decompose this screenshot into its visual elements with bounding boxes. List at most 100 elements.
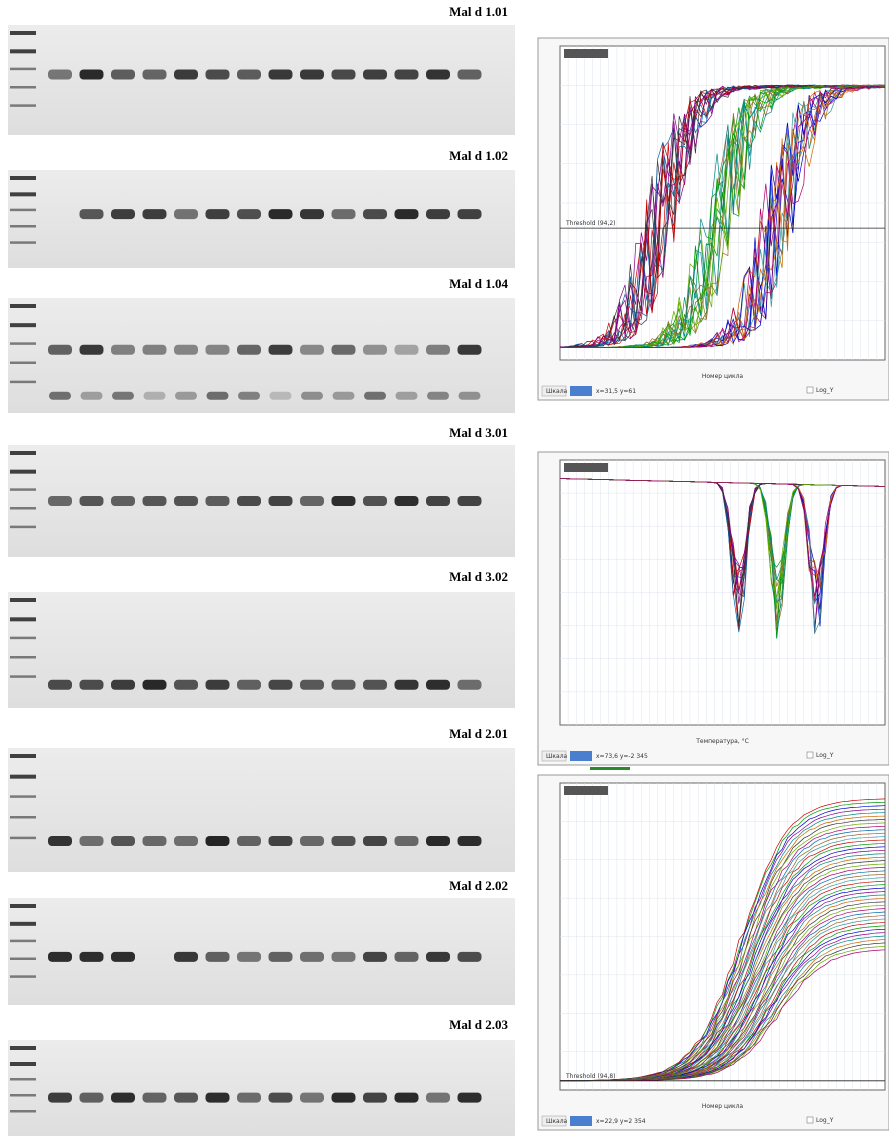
ladder-band bbox=[10, 1046, 36, 1050]
dna-band bbox=[79, 836, 104, 846]
dna-band bbox=[268, 679, 293, 690]
dna-band bbox=[300, 69, 324, 80]
dna-band bbox=[79, 69, 104, 80]
curve bbox=[559, 84, 886, 348]
curve bbox=[560, 85, 886, 348]
ladder-band bbox=[10, 939, 36, 943]
gel-image bbox=[8, 1040, 515, 1136]
dna-band bbox=[427, 391, 449, 400]
dna-band bbox=[394, 496, 419, 506]
dna-band bbox=[331, 344, 356, 355]
dna-band bbox=[48, 836, 72, 846]
dna-band bbox=[426, 209, 450, 220]
dna-band bbox=[174, 1092, 198, 1103]
dna-band bbox=[457, 836, 482, 846]
scale-button[interactable] bbox=[541, 1115, 567, 1127]
dna-band bbox=[363, 951, 387, 962]
dna-band bbox=[300, 1092, 324, 1103]
dna-band bbox=[205, 951, 230, 962]
log-checkbox[interactable] bbox=[806, 751, 814, 759]
dna-band bbox=[174, 209, 198, 220]
gel-image bbox=[8, 592, 515, 708]
gel-label: Mal d 1.04 bbox=[449, 276, 508, 291]
dna-band bbox=[142, 496, 167, 506]
dna-band bbox=[111, 344, 135, 355]
x-axis-label: Температура, °C bbox=[695, 738, 749, 745]
log-checkbox[interactable] bbox=[806, 1116, 814, 1124]
dna-band bbox=[80, 391, 103, 400]
dna-band bbox=[457, 344, 482, 355]
log-checkbox[interactable] bbox=[806, 386, 814, 394]
dna-band bbox=[205, 679, 230, 690]
scale-button-label: Шкала bbox=[546, 1118, 568, 1125]
dna-band bbox=[426, 496, 450, 506]
ladder-band bbox=[10, 904, 36, 908]
dna-band bbox=[301, 391, 323, 400]
scale-button[interactable] bbox=[541, 750, 567, 762]
ladder-band bbox=[10, 49, 36, 54]
dna-band bbox=[48, 951, 72, 962]
ladder-band bbox=[10, 208, 36, 212]
ladder-band bbox=[10, 380, 36, 384]
dna-band bbox=[394, 679, 419, 690]
dna-band bbox=[300, 344, 324, 355]
dna-band bbox=[205, 69, 230, 80]
dna-band bbox=[363, 69, 387, 80]
ladder-band bbox=[10, 241, 36, 244]
status-text: x=73,6 y=-2 345 bbox=[596, 753, 648, 760]
zoom-button[interactable] bbox=[570, 1116, 592, 1126]
dna-band bbox=[300, 496, 324, 506]
dna-band bbox=[426, 1092, 450, 1103]
dna-band bbox=[79, 344, 104, 355]
dna-band bbox=[457, 1092, 482, 1103]
ladder-band bbox=[10, 957, 36, 960]
ladder-band bbox=[10, 975, 36, 978]
dna-band bbox=[143, 391, 166, 400]
dna-band bbox=[331, 679, 356, 690]
ladder-band bbox=[10, 636, 36, 640]
dna-band bbox=[142, 1092, 167, 1103]
dna-band bbox=[174, 951, 198, 962]
dna-band bbox=[205, 836, 230, 846]
dna-band bbox=[363, 836, 387, 846]
zoom-button[interactable] bbox=[570, 386, 592, 396]
scale-button-label: Шкала bbox=[546, 753, 568, 760]
dna-band bbox=[395, 391, 418, 400]
dna-band bbox=[238, 391, 260, 400]
scale-button-label: Шкала bbox=[546, 388, 568, 395]
ladder-band bbox=[10, 469, 36, 474]
dna-band bbox=[364, 391, 386, 400]
zoom-button[interactable] bbox=[570, 751, 592, 761]
dna-band bbox=[426, 836, 450, 846]
curve bbox=[559, 478, 886, 597]
dna-band bbox=[269, 391, 292, 400]
dropdown bbox=[564, 49, 608, 58]
status-text: x=31,5 y=61 bbox=[596, 388, 636, 395]
dna-band bbox=[111, 209, 135, 220]
ladder-band bbox=[10, 176, 36, 180]
gel-label: Mal d 3.01 bbox=[449, 425, 508, 440]
dna-band bbox=[174, 344, 198, 355]
dna-band bbox=[111, 679, 135, 690]
dna-band bbox=[268, 209, 293, 220]
scale-button[interactable] bbox=[541, 385, 567, 397]
ladder-band bbox=[10, 675, 36, 678]
threshold-label: Threshold (94,8) bbox=[565, 1073, 616, 1080]
dna-band bbox=[49, 391, 71, 400]
dna-band bbox=[79, 679, 104, 690]
dna-band bbox=[363, 1092, 387, 1103]
dna-band bbox=[237, 496, 261, 506]
dropdown bbox=[564, 786, 608, 795]
dna-band bbox=[79, 951, 104, 962]
ladder-band bbox=[10, 816, 36, 819]
dna-band bbox=[331, 209, 356, 220]
dna-band bbox=[111, 1092, 135, 1103]
dna-band bbox=[457, 951, 482, 962]
log-option: Log_Y bbox=[816, 1117, 834, 1124]
dna-band bbox=[48, 344, 72, 355]
dna-band bbox=[142, 69, 167, 80]
ladder-band bbox=[10, 451, 36, 455]
dna-band bbox=[142, 209, 167, 220]
dna-band bbox=[175, 391, 197, 400]
log-option: Log_Y bbox=[816, 387, 834, 394]
